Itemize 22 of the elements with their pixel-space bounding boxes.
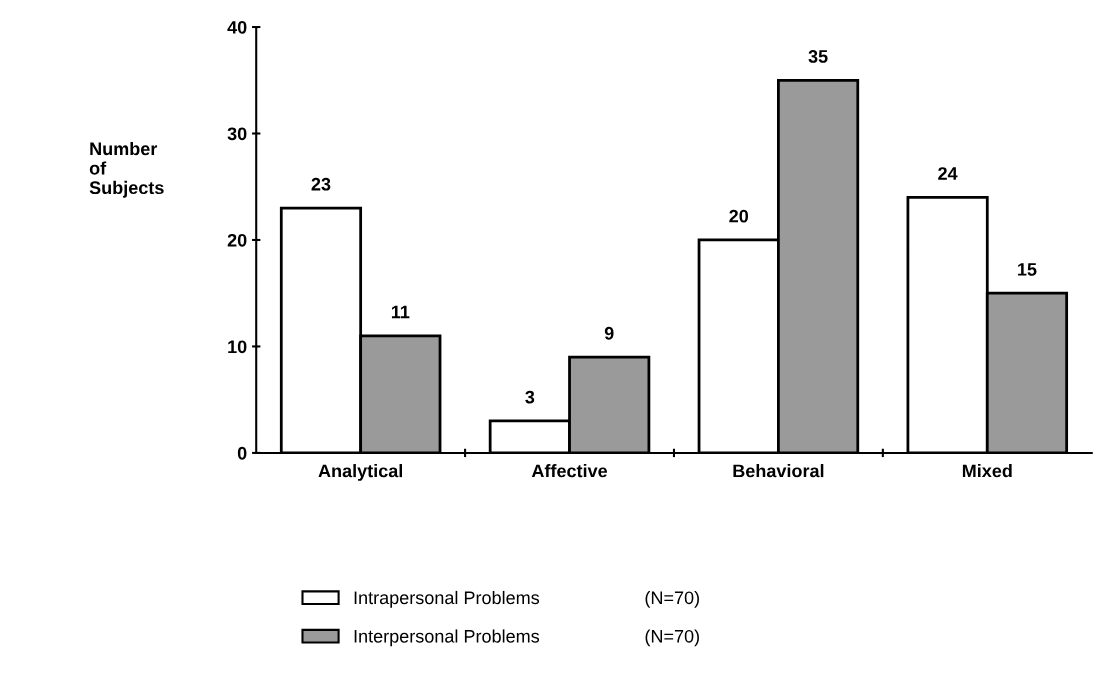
y-tick-label: 0 [237,446,247,460]
x-tick-label: Affective [531,464,608,478]
y-axis-title: Number of Subjects [89,141,164,198]
x-tick-label: Behavioral [733,464,824,478]
data-label: 35 [808,50,828,63]
x-tick-label: Mixed [962,464,1012,478]
data-label: 15 [1018,263,1037,276]
y-tick-label: 30 [227,127,247,141]
data-label: 23 [311,177,331,191]
text: (N=70) [645,629,699,647]
y-tick-label: 10 [228,340,247,354]
data-label: 11 [391,305,410,319]
data-label: 9 [604,326,614,340]
data-label: 3 [525,390,535,404]
text: (N=70) [645,590,699,608]
data-label: 20 [729,209,749,223]
legend-label: Interpersonal Problems [354,629,540,647]
y-tick-label: 40 [227,20,247,34]
data-label: 24 [938,167,958,180]
x-tick-label: Analytical [318,464,403,481]
legend-label: Intrapersonal Problems [354,590,540,608]
y-tick-label: 20 [227,233,247,247]
